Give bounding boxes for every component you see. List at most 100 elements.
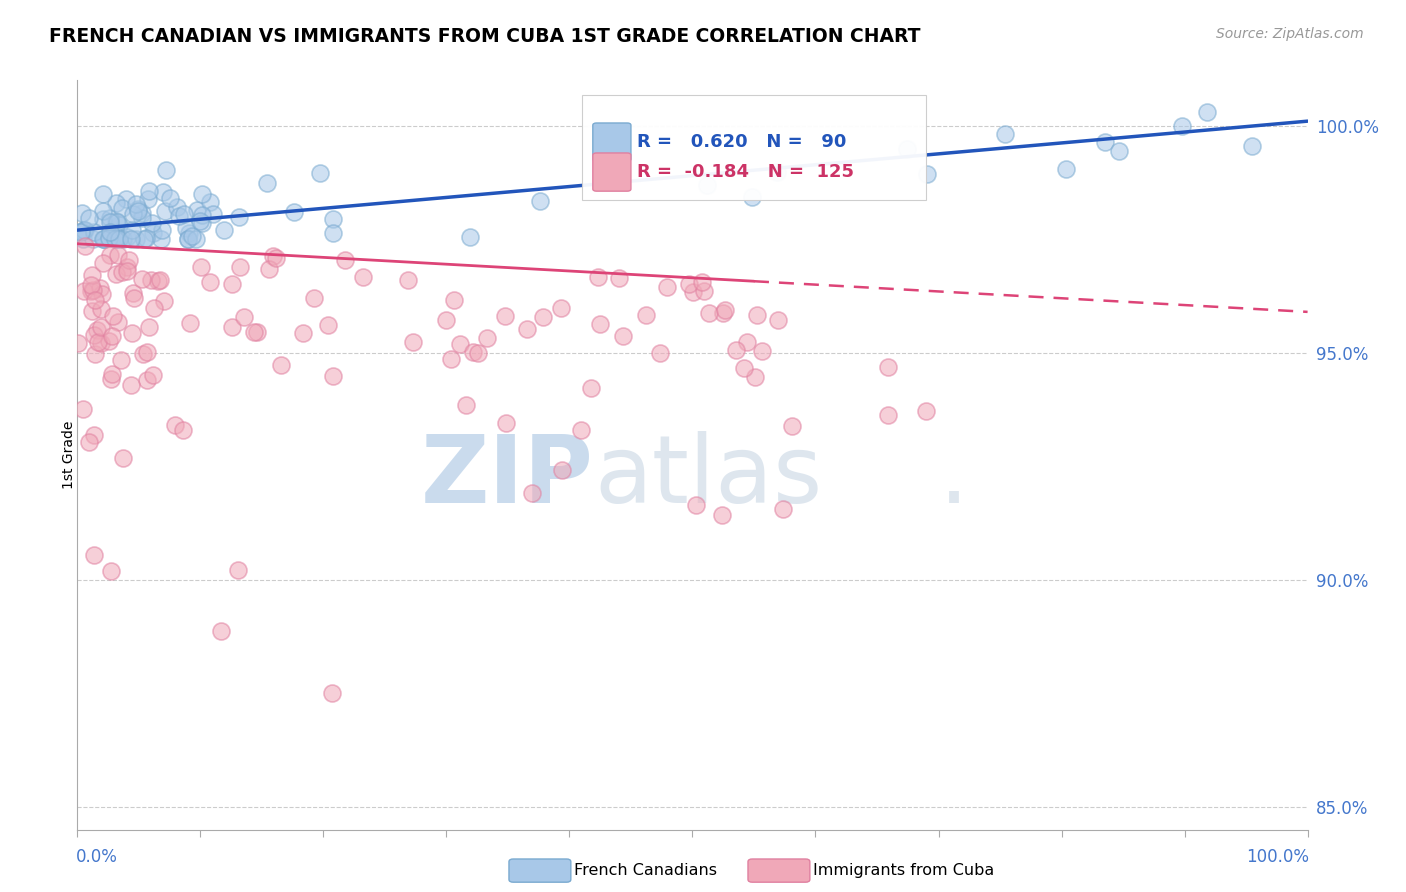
Point (685, 498, 707, 512)
Point (136, 345, 159, 359)
Point (1195, 105, 1218, 120)
Point (143, 301, 166, 315)
Point (896, 142, 918, 156)
Point (80, 277, 103, 292)
Point (136, 373, 159, 387)
Point (167, 209, 190, 223)
Point (127, 203, 149, 218)
Point (270, 358, 292, 372)
Point (153, 204, 176, 219)
Point (292, 326, 315, 340)
Point (191, 186, 214, 201)
Point (494, 309, 516, 323)
Point (90, 320, 112, 334)
Point (177, 232, 200, 246)
Point (150, 232, 173, 246)
Point (516, 321, 538, 335)
Point (139, 272, 162, 286)
Point (83, 427, 105, 442)
Point (86, 323, 108, 337)
Point (115, 260, 138, 274)
Point (550, 463, 572, 477)
Point (697, 306, 720, 320)
Point (98, 225, 121, 239)
Point (163, 417, 186, 432)
Text: R =   0.620   N =   90: R = 0.620 N = 90 (637, 133, 846, 151)
Point (180, 228, 202, 243)
Point (440, 352, 463, 367)
Point (90, 336, 112, 351)
Point (105, 267, 128, 281)
Point (190, 260, 212, 274)
Text: Source: ZipAtlas.com: Source: ZipAtlas.com (1216, 27, 1364, 41)
Point (233, 310, 256, 324)
Point (634, 308, 657, 322)
Point (475, 331, 498, 345)
Point (110, 353, 132, 368)
Point (177, 227, 200, 241)
Point (104, 214, 127, 228)
Point (467, 346, 489, 360)
Point (747, 308, 769, 322)
Point (127, 202, 149, 216)
Point (396, 273, 419, 287)
Point (150, 223, 173, 237)
FancyBboxPatch shape (582, 95, 927, 200)
Point (529, 194, 551, 208)
Point (443, 293, 465, 308)
Text: atlas: atlas (595, 432, 823, 524)
Point (454, 398, 477, 412)
Point (283, 205, 305, 219)
Point (149, 273, 172, 287)
Point (711, 306, 734, 320)
Point (121, 378, 143, 392)
Point (191, 208, 214, 222)
Point (146, 274, 169, 288)
Point (159, 190, 181, 204)
Point (72, 205, 94, 219)
Point (121, 326, 143, 340)
Point (309, 165, 332, 179)
Point (914, 403, 936, 417)
Point (724, 343, 747, 358)
Point (461, 344, 484, 359)
Point (131, 206, 153, 220)
Point (75, 239, 97, 253)
Point (153, 293, 176, 308)
FancyBboxPatch shape (593, 153, 631, 191)
Point (1054, 161, 1077, 176)
Point (70, 226, 93, 240)
Point (780, 418, 803, 433)
Point (152, 185, 174, 199)
Point (93, 232, 115, 246)
Point (103, 310, 125, 324)
Point (449, 336, 471, 351)
Point (107, 248, 129, 262)
Point (179, 316, 201, 330)
Point (682, 285, 704, 300)
Point (693, 285, 716, 299)
Point (678, 277, 700, 291)
Point (184, 232, 207, 246)
Point (83, 548, 105, 562)
Point (90, 301, 112, 316)
Point (607, 271, 630, 285)
Point (73, 223, 96, 237)
Point (118, 253, 141, 268)
Point (733, 360, 755, 375)
Point (84, 347, 107, 361)
Point (66, 336, 89, 351)
Point (141, 216, 163, 230)
Point (228, 260, 250, 274)
Point (166, 201, 188, 215)
Point (100, 371, 122, 385)
Point (138, 185, 160, 199)
Point (91, 212, 114, 227)
Point (142, 368, 165, 382)
Point (228, 210, 250, 224)
Point (876, 360, 898, 375)
Point (105, 232, 128, 246)
Text: FRENCH CANADIAN VS IMMIGRANTS FROM CUBA 1ST GRADE CORRELATION CHART: FRENCH CANADIAN VS IMMIGRANTS FROM CUBA … (49, 27, 921, 45)
Point (174, 221, 197, 235)
Point (135, 231, 157, 245)
